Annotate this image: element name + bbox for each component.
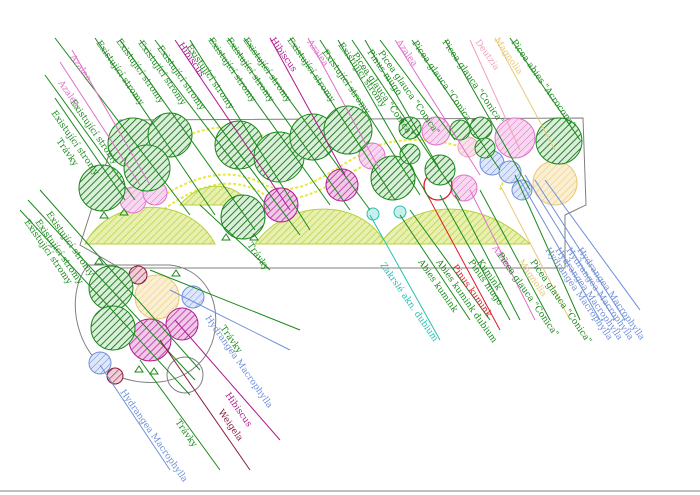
leader-line-existing-trees [44,74,136,201]
leader-line-existing-trees [209,37,331,206]
hydrangea-shrub [498,160,522,184]
leader-line-abies-long [409,209,491,321]
azalea-shrub [450,174,478,202]
leader-line-pinus-kumink [429,199,501,331]
leader-line-existing-trees [319,39,421,196]
existing-tree [90,305,136,351]
leader-line-azalea [59,61,141,186]
leader-line-abies-dubium [369,214,441,341]
leader-line-hibiscus [174,39,291,211]
hydrangea-shrub [88,351,112,375]
existing-tree [220,194,266,240]
abies-teal [393,205,407,219]
leader-line-existing-trees [54,37,191,216]
leader-line-hibiscus [269,37,346,176]
leader-line-existing-trees [189,39,311,231]
leader-line-hydrangea [99,364,171,471]
existing-tree [78,164,126,212]
lower-shrub-outline [166,356,204,394]
leader-line-existing-trees [39,189,201,371]
leader-line-existing-trees [289,37,396,201]
leader-line-grass [149,269,301,331]
label-hydrangea: Hydrangea Macrophylla [118,388,190,485]
leader-line-hydrangea [534,179,626,321]
leader-line-picea-conica [514,174,581,321]
leader-line-kumink [454,194,521,321]
leader-line-grass [199,204,271,271]
abies-teal [366,207,380,221]
leader-line-grass [54,97,126,201]
leader-line-picea-conica [479,189,551,321]
leader-line-azalea [307,37,381,171]
label-picea-conica: Picea glauca "Conica" [440,38,506,126]
hydrangea-shrub [181,285,205,309]
leader-lines [19,37,641,471]
leader-line-picea-conica [444,39,531,191]
leader-line-picea-conica [411,39,501,171]
bed-outline-main [79,117,587,269]
leader-line-pinus-mugo [439,194,511,321]
grass-markers [94,208,259,375]
existing-tree [370,155,416,201]
leader-line-magnolia [494,37,556,151]
leader-line-existing-trees [243,37,371,211]
pinus-mugo [399,143,421,165]
leader-line-abies-kumink [399,214,471,321]
weigela-shrub [106,367,124,385]
plant-labels: Existující stromyTrávkyAzaleaExistující … [22,35,647,484]
leader-line-weigela [159,339,251,471]
leader-line-azalea [71,49,151,186]
leader-line-hydrangea [544,179,641,311]
existing-tree [323,105,373,155]
leader-line-grass [139,359,221,471]
existing-tree [147,112,193,158]
plants-lower-bed [88,265,205,394]
label-hydrangea: Hydrangea Macrophylla [203,314,275,411]
hibiscus-shrub [263,187,299,223]
leader-line-hydrangea [524,174,616,321]
leader-line-pinus-mugo [364,39,441,171]
leader-line-deutzia [469,39,521,151]
leader-line-existing-trees [337,39,431,201]
label-grass: Trávky [173,417,200,450]
hibiscus-shrub [165,307,199,341]
leader-line-existing-trees [94,37,216,216]
leader-line-picea-conica [379,39,456,141]
hibiscus-shrub [325,168,359,202]
leader-line-azalea [469,189,536,321]
existing-tree [535,117,583,165]
label-abies-acrocona: Picea abies "Acrocona" [509,38,578,130]
leader-line-azalea [394,39,481,176]
bed-outline-lower [74,264,217,384]
leader-line-picea-conica [351,39,461,201]
leader-line-existing-trees [227,37,351,211]
leader-line-existing-trees [139,39,271,211]
leader-line-existing-trees [19,209,191,396]
leader-line-hydrangea [519,179,601,321]
leader-line-hydrangea [169,289,291,351]
leader-line-magnolia [499,184,571,321]
leader-line-hibiscus [174,319,281,441]
leader-line-existing-trees [154,39,301,236]
leader-line-abies-acrocona [509,37,581,141]
leader-line-existing-trees [119,39,256,231]
existing-tree [123,144,171,192]
